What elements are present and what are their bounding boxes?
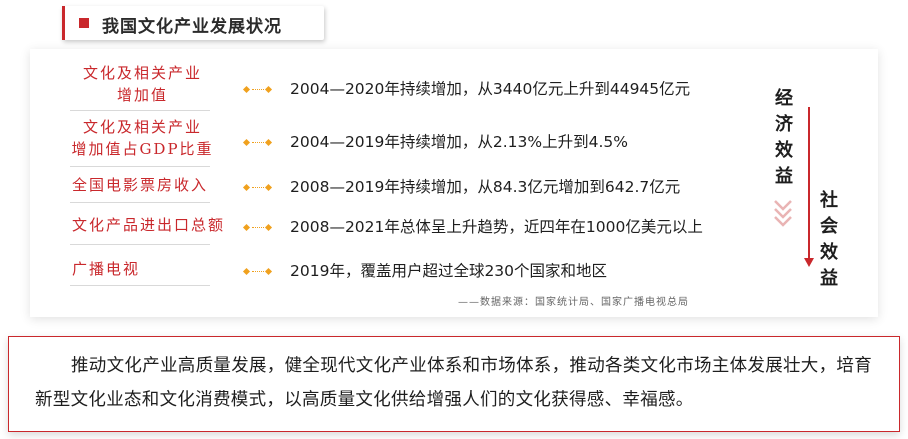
title-accent-bar <box>62 6 65 40</box>
row-label-line: 文化及相关产业 <box>82 64 202 82</box>
bullet-icon <box>242 135 274 149</box>
row-divider <box>70 202 210 203</box>
row-label-cultural-value-added: 文化及相关产业 增加值 <box>40 62 245 106</box>
section-title-tab: 我国文化产业发展状况 <box>62 6 324 40</box>
vertical-char: 经 <box>775 88 793 109</box>
row-label-line: 增加值 <box>116 86 168 104</box>
vertical-char: 效 <box>820 242 838 263</box>
row-label-box-office: 全国电影票房收入 <box>40 174 245 196</box>
row-label-line: 文化产品进出口总额 <box>72 216 226 234</box>
row-desc-broadcast: 2019年，覆盖用户超过全球230个国家和地区 <box>290 262 608 280</box>
row-label-line: 文化及相关产业 <box>82 118 202 136</box>
row-label-gdp-share: 文化及相关产业 增加值占GDP比重 <box>40 116 245 160</box>
row-divider <box>70 244 210 245</box>
row-label-line: 广播电视 <box>72 260 141 278</box>
bullet-icon <box>242 264 274 278</box>
summary-text: 推动文化产业高质量发展，健全现代文化产业体系和市场体系，推动各类文化市场主体发展… <box>35 356 872 410</box>
row-divider <box>70 285 210 286</box>
vertical-char: 益 <box>775 166 793 187</box>
row-desc-gdp-share: 2004—2019年持续增加，从2.13%上升到4.5% <box>290 133 629 151</box>
row-divider <box>70 166 210 167</box>
row-desc-cultural-value-added: 2004—2020年持续增加，从3440亿元上升到44945亿元 <box>290 80 691 98</box>
arrow-down-icon <box>804 258 814 267</box>
vertical-char: 效 <box>775 140 793 161</box>
row-label-line: 增加值占GDP比重 <box>71 140 214 158</box>
row-desc-import-export: 2008—2021年总体呈上升趋势，近四年在1000亿美元以上 <box>290 218 703 236</box>
bullet-icon <box>242 180 274 194</box>
vertical-char: 济 <box>775 114 793 135</box>
vertical-char: 社 <box>820 190 838 211</box>
social-benefit-label: 社 会 效 益 <box>817 188 841 292</box>
vertical-char: 益 <box>820 268 838 289</box>
row-desc-box-office: 2008—2019年持续增加，从84.3亿元增加到642.7亿元 <box>290 178 681 196</box>
vertical-char: 会 <box>820 216 838 237</box>
double-chevron-down-icon <box>774 200 792 227</box>
section-title: 我国文化产业发展状况 <box>102 17 282 37</box>
bullet-icon <box>242 82 274 96</box>
economic-benefit-label: 经 济 效 益 <box>772 86 796 190</box>
row-divider <box>70 110 210 111</box>
benefit-arrow-line <box>808 107 810 259</box>
title-square-icon <box>79 18 89 28</box>
bullet-icon <box>242 220 274 234</box>
row-label-import-export: 文化产品进出口总额 <box>40 214 245 236</box>
status-card <box>30 49 878 317</box>
row-label-broadcast: 广播电视 <box>40 258 245 280</box>
data-source-note: ——数据来源：国家统计局、国家广播电视总局 <box>458 297 689 308</box>
row-label-line: 全国电影票房收入 <box>72 176 209 194</box>
summary-box: 推动文化产业高质量发展，健全现代文化产业体系和市场体系，推动各类文化市场主体发展… <box>8 336 900 432</box>
